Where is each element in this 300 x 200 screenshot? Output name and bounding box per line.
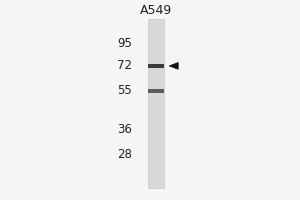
Bar: [148, 89, 164, 93]
Text: A549: A549: [140, 4, 172, 17]
Bar: [148, 19, 164, 188]
Text: 72: 72: [117, 59, 132, 72]
Text: 55: 55: [118, 84, 132, 97]
Bar: [148, 64, 164, 68]
Text: 28: 28: [118, 148, 132, 161]
Polygon shape: [169, 62, 178, 69]
Text: 95: 95: [118, 37, 132, 50]
Text: 36: 36: [118, 123, 132, 136]
